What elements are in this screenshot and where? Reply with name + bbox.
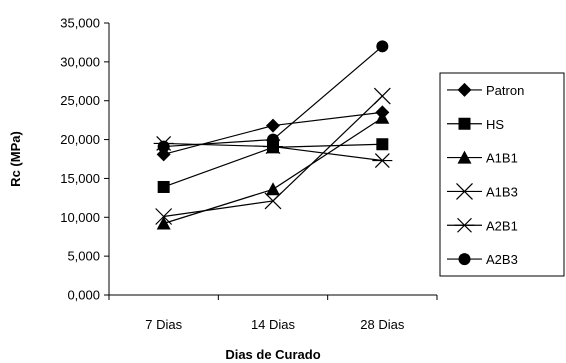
legend-marker-square [459, 118, 471, 130]
x-tick-label: 14 Dias [251, 317, 296, 332]
legend-label: A2B3 [486, 252, 518, 267]
y-tick-label: 35,000 [60, 16, 100, 31]
legend-label: Patron [486, 83, 524, 98]
plot-area: 0,000 5,000 10,000 15,000 20,000 25,000 30,000… [60, 16, 437, 333]
y-tick-label: 0,000 [67, 288, 100, 303]
legend-label: A1B1 [486, 151, 518, 166]
x-ticks: 7 Dias 14 Dias 28 Dias [109, 295, 437, 332]
x-tick-label: 28 Dias [360, 317, 405, 332]
data-point-a2b3 [267, 134, 279, 146]
data-point-a2b3 [376, 40, 388, 52]
y-tick-label: 25,000 [60, 93, 100, 108]
legend-label: HS [486, 117, 504, 132]
legend-marker-circle [459, 253, 471, 265]
data-point-a1b1 [157, 217, 171, 230]
legend: Patron HS A1B1 A1B3 A2B1 A2B3 [440, 73, 564, 276]
y-tick-label: 5,000 [67, 249, 100, 264]
legend-box [440, 73, 564, 276]
x-tick-label: 7 Dias [145, 317, 182, 332]
y-ticks: 0,000 5,000 10,000 15,000 20,000 25,000 30,000… [60, 16, 109, 303]
data-point-a2b1 [372, 154, 392, 168]
y-tick-label: 20,000 [60, 132, 100, 147]
legend-label: A2B1 [486, 218, 518, 233]
data-point-a1b3 [374, 88, 390, 104]
data-point-hs [376, 138, 388, 150]
x-axis-title: Dias de Curado [225, 347, 320, 362]
data-point-a1b3 [265, 193, 281, 209]
data-point-a2b3 [158, 141, 170, 153]
data-point-a1b1 [266, 182, 280, 195]
legend-label: A1B3 [486, 184, 518, 199]
y-tick-label: 30,000 [60, 54, 100, 69]
y-tick-label: 15,000 [60, 171, 100, 186]
data-point-hs [158, 181, 170, 193]
y-axis-title: Rc (MPa) [8, 131, 23, 187]
y-tick-label: 10,000 [60, 210, 100, 225]
data-point-patron [266, 119, 280, 133]
